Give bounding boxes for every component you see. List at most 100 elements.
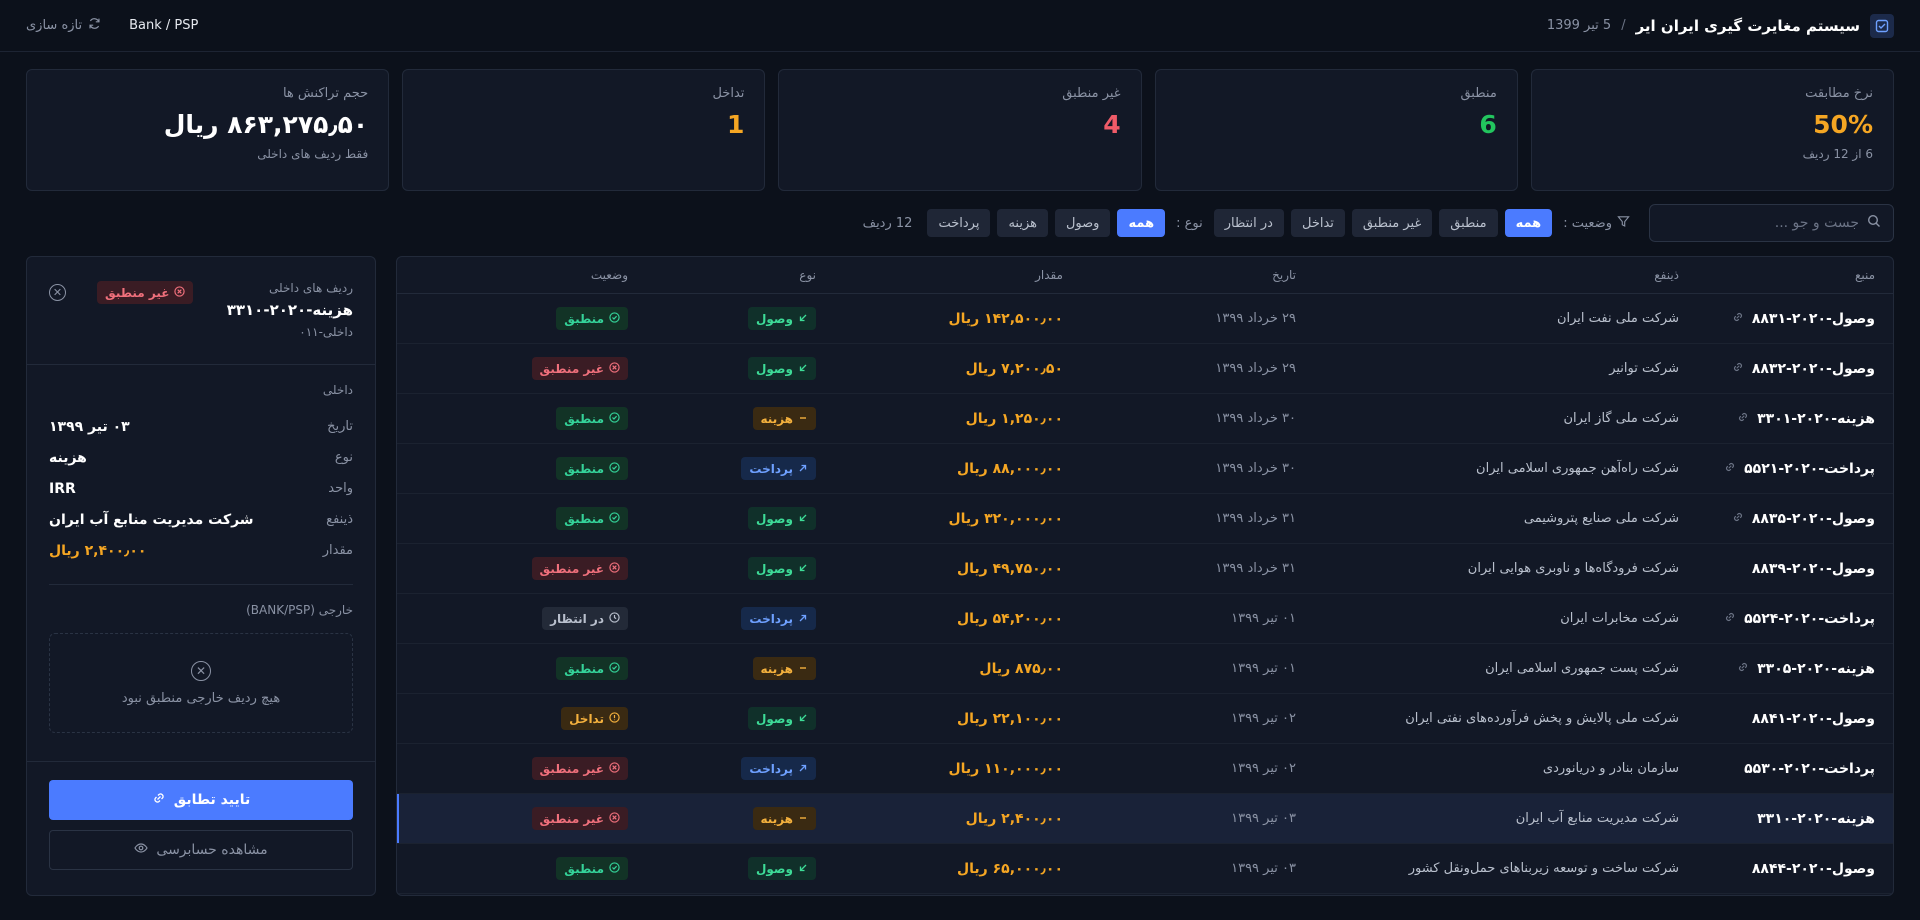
row-ref: وصول-۲۰۲۰-۸۸۴۱ xyxy=(1751,710,1875,727)
status-chip-unmatched[interactable]: غیر منطبق xyxy=(1351,209,1433,237)
type-chip-receipt[interactable]: وصول xyxy=(1054,209,1111,237)
table-row[interactable]: هزینه-۲۰۲۰-۳۳۰۵ شرکت پست جمهوری اسلامی ای… xyxy=(397,644,1893,694)
arrow-down-left-icon xyxy=(798,562,808,576)
cell-date: ۰۱ تیر ۱۳۹۹ xyxy=(1231,611,1296,626)
status-chip-pending[interactable]: در انتظار xyxy=(1213,209,1284,237)
field-date: تاریخ ۰۳ تیر ۱۳۹۹ xyxy=(49,411,353,442)
cell-payee: شرکت ملی گاز ایران xyxy=(1563,411,1679,426)
field-value: ۲,۴۰۰٫۰۰ ریال xyxy=(49,542,147,559)
status-label-text: وضعیت : xyxy=(1563,215,1612,231)
status-badge: در انتظار xyxy=(542,607,628,630)
type-text: پرداخت xyxy=(749,761,793,776)
empty-external-state: ✕ هیچ ردیف خارجی منطبق نبود xyxy=(49,633,353,733)
row-ref: هزینه-۲۰۲۰-۳۳۰۱ xyxy=(1757,410,1875,427)
table-row[interactable]: پرداخت-۲۰۲۰-۵۵۲۴ شرکت مخابرات ایران ۰۱ تیر… xyxy=(397,594,1893,644)
type-text: وصول xyxy=(756,361,793,376)
status-filter-label: وضعیت : xyxy=(1563,215,1630,232)
stat-value: 6 xyxy=(1479,110,1497,139)
detail-ref: هزینه-۲۰۲۰-۳۳۱۰ xyxy=(226,301,353,319)
status-chip-matched[interactable]: منطبق xyxy=(1439,209,1498,237)
search-input[interactable] xyxy=(1662,215,1859,231)
cell-amount: ۷,۲۰۰٫۵۰ ریال xyxy=(965,360,1063,377)
status-badge: غیر منطبق xyxy=(531,557,628,580)
cell-date: ۰۲ تیر ۱۳۹۹ xyxy=(1231,711,1296,726)
row-ref: وصول-۲۰۲۰-۸۸۳۵ xyxy=(1751,510,1875,527)
cell-type: پرداخت xyxy=(654,607,842,630)
cell-type: وصول xyxy=(654,857,842,880)
check-circle-icon xyxy=(609,461,620,476)
search-box[interactable] xyxy=(1649,204,1894,242)
table-row[interactable]: وصول-۲۰۲۰-۸۸۴۱ شرکت ملی پالایش و پخش فرآو… xyxy=(397,694,1893,744)
arrow-up-right-icon xyxy=(798,462,808,476)
type-chip-all[interactable]: همه xyxy=(1117,209,1166,237)
table-row[interactable]: وصول-۲۰۲۰-۸۸۴۴ شرکت ساخت و توسعه زیربناها… xyxy=(397,844,1893,894)
cell-status: منطبق xyxy=(422,407,654,430)
table-row[interactable]: پرداخت-۲۰۲۰-۵۵۳۰ سازمان بنادر و دریانوردی… xyxy=(397,744,1893,794)
type-text: هزینه xyxy=(760,661,793,676)
status-text: در انتظار xyxy=(550,611,604,626)
cell-date: ۳۰ خرداد ۱۳۹۹ xyxy=(1215,411,1296,426)
arrow-down-left-icon xyxy=(798,712,808,726)
link-icon xyxy=(152,791,166,809)
row-ref: پرداخت-۲۰۲۰-۵۵۲۱ xyxy=(1744,460,1875,477)
cell-type: هزینه xyxy=(654,657,842,680)
type-text: هزینه xyxy=(760,411,793,426)
arrow-down-left-icon xyxy=(798,312,808,326)
cell-status: در انتظار xyxy=(422,607,654,630)
cell-ref: وصول-۲۰۲۰-۸۸۴۱ xyxy=(1705,711,1893,727)
type-badge: پرداخت xyxy=(741,607,816,630)
type-badge: هزینه xyxy=(752,657,816,680)
status-text: تداخل xyxy=(569,711,604,726)
status-chip-conflict[interactable]: تداخل xyxy=(1290,209,1345,237)
type-badge: پرداخت xyxy=(741,457,816,480)
cell-ref: پرداخت-۲۰۲۰-۵۵۲۴ xyxy=(1705,611,1893,627)
type-text: وصول xyxy=(756,561,793,576)
field-value: هزینه xyxy=(49,449,87,466)
cell-status: غیر منطبق xyxy=(422,357,654,380)
view-audit-button[interactable]: مشاهده حسابرسی xyxy=(49,830,353,870)
minus-icon xyxy=(798,812,808,826)
current-date: 5 تیر 1399 xyxy=(1546,18,1612,33)
type-chip-expense[interactable]: هزینه xyxy=(997,209,1048,237)
alert-circle-icon xyxy=(609,711,620,726)
table-row[interactable]: هزینه-۲۰۲۰-۳۳۱۰ شرکت مدیریت منابع آب ایرا… xyxy=(397,794,1893,844)
table-row[interactable]: پرداخت-۲۰۲۰-۵۵۲۱ شرکت راه‌آهن جمهوری اسلا… xyxy=(397,444,1893,494)
confirm-match-button[interactable]: تایید تطابق xyxy=(49,780,353,820)
status-badge: منطبق xyxy=(556,657,628,680)
cell-type: وصول xyxy=(654,307,842,330)
table-row[interactable]: وصول-۲۰۲۰-۸۸۳۹ شرکت فرودگاه‌ها و ناوبری ه… xyxy=(397,544,1893,594)
close-panel-button[interactable]: ✕ xyxy=(49,284,66,301)
refresh-button[interactable]: تازه سازی xyxy=(26,17,101,34)
cell-ref: هزینه-۲۰۲۰-۳۳۱۰ xyxy=(1705,811,1893,827)
table-row[interactable]: هزینه-۲۰۲۰-۳۳۰۱ شرکت ملی گاز ایران ۳۰ خردا… xyxy=(397,394,1893,444)
link-icon xyxy=(1724,461,1736,476)
link-icon xyxy=(1732,511,1744,526)
brand: سیستم مغایرت گیری ایران ایر / 5 تیر 1399 xyxy=(1546,13,1894,38)
header-source: منبع xyxy=(1854,268,1875,282)
mode-label: Bank / PSP xyxy=(129,18,199,33)
table-row[interactable]: وصول-۲۰۲۰-۸۸۳۱ شرکت ملی نفت ایران ۲۹ خرداد… xyxy=(397,294,1893,344)
link-icon xyxy=(1724,611,1736,626)
cell-amount: ۱۴۲,۵۰۰٫۰۰ ریال xyxy=(948,310,1063,327)
detail-status-text: غیر منطبق xyxy=(105,285,170,300)
table-row[interactable]: وصول-۲۰۲۰-۸۸۳۵ شرکت ملی صنایع پتروشیمی ۳۱ … xyxy=(397,494,1893,544)
type-chip-payment[interactable]: پرداخت xyxy=(927,209,991,237)
refresh-label: تازه سازی xyxy=(26,18,83,33)
type-badge: وصول xyxy=(748,357,816,380)
clock-icon xyxy=(609,611,620,626)
table-row[interactable]: وصول-۲۰۲۰-۸۸۳۲ شرکت توانیر ۲۹ خرداد ۱۳۹۹ ۷,… xyxy=(397,344,1893,394)
type-text: وصول xyxy=(756,311,793,326)
status-text: منطبق xyxy=(564,311,604,326)
stat-value: 50% xyxy=(1813,110,1873,139)
transactions-table: منبع ذینفع تاریخ مقدار نوع وضعیت وصول-۲۰… xyxy=(396,256,1894,896)
confirm-label: تایید تطابق xyxy=(173,792,251,808)
detail-label: ردیف های داخلی xyxy=(269,281,353,295)
status-chip-all[interactable]: همه xyxy=(1504,209,1553,237)
minus-icon xyxy=(798,662,808,676)
type-text: هزینه xyxy=(760,811,793,826)
stat-match-rate: نرخ مطابقت 50% 6 از 12 ردیف xyxy=(1530,69,1894,191)
cell-type: هزینه xyxy=(654,807,842,830)
cell-payee: شرکت ساخت و توسعه زیربناهای حمل‌ونقل کشو… xyxy=(1408,861,1679,876)
checklist-icon xyxy=(1870,13,1894,38)
cell-status: غیر منطبق xyxy=(422,557,654,580)
